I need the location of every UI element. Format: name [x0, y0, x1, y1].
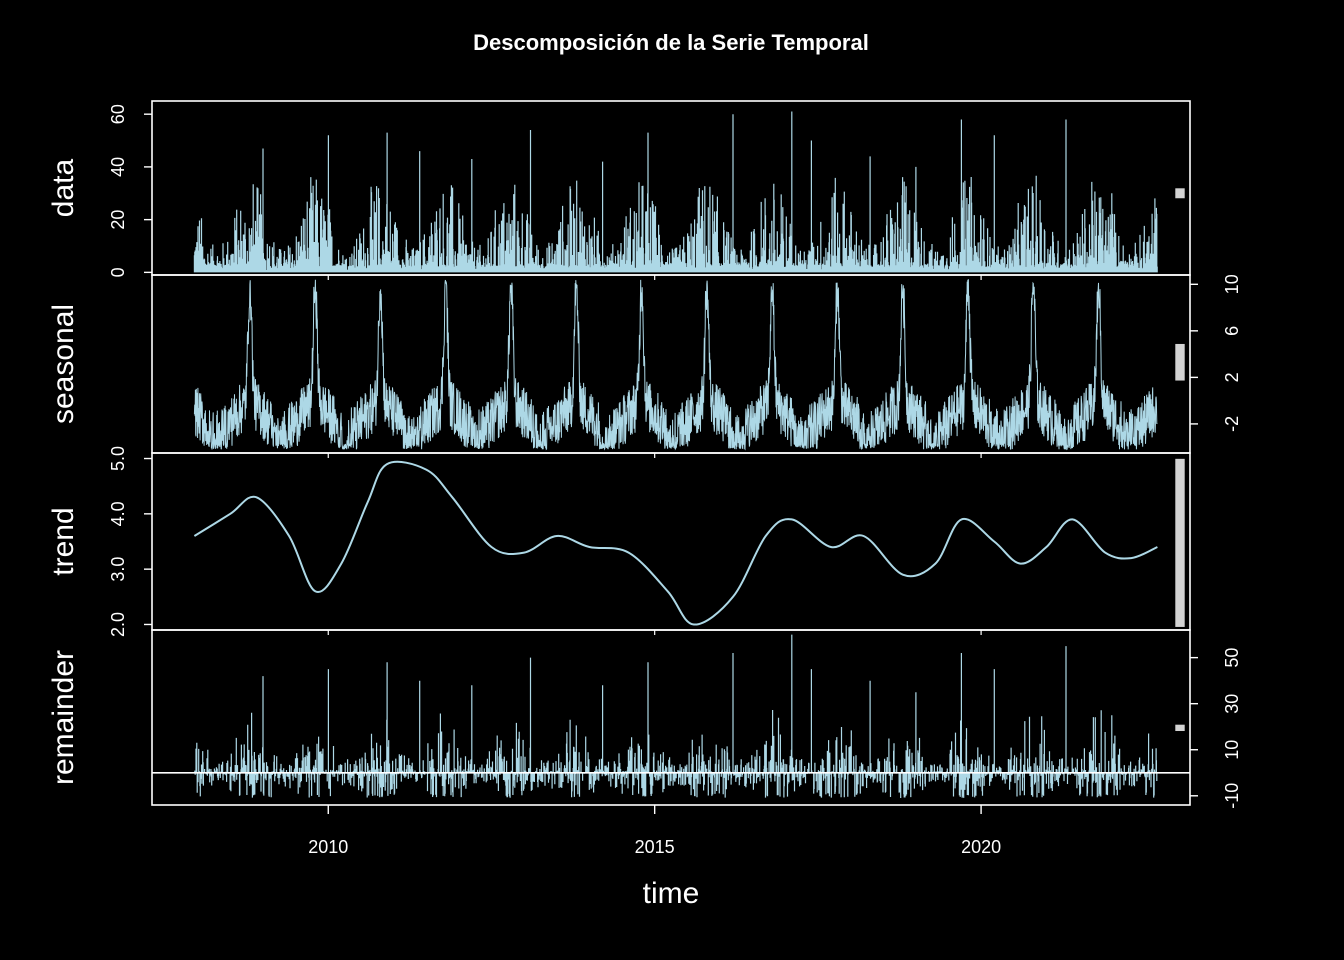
range-bar-seasonal [1174, 343, 1186, 382]
panel-remainder: -10 10 30 50 remainder [47, 629, 1242, 809]
series-seasonal [193, 279, 1158, 451]
y-tick-label-remainder: 30 [1222, 694, 1242, 714]
y-tick-label-trend: 3.0 [108, 557, 128, 582]
range-bar-remainder [1174, 724, 1186, 732]
panel-label-data: data [47, 158, 80, 217]
panels-group: 0 20 40 60 data -2 2 6 10 seasonal 2.0 3.0 4.0 5.0 tre… [47, 100, 1242, 809]
y-tick-label-remainder: -10 [1222, 783, 1242, 809]
y-tick-label-data: 60 [108, 104, 128, 124]
panel-label-trend: trend [47, 507, 80, 575]
y-tick-label-trend: 4.0 [108, 501, 128, 526]
x-axis-label: time [643, 877, 700, 910]
x-tick-label: 2015 [635, 837, 675, 857]
y-tick-label-data: 20 [108, 210, 128, 230]
x-tick-label: 2010 [308, 837, 348, 857]
y-tick-label-data: 40 [108, 157, 128, 177]
y-tick-label-seasonal: 10 [1222, 274, 1242, 294]
chart-title: Descomposición de la Serie Temporal [473, 30, 869, 55]
panel-label-seasonal: seasonal [47, 304, 80, 424]
y-tick-label-remainder: 50 [1222, 648, 1242, 668]
y-tick-label-seasonal: 2 [1222, 372, 1242, 382]
range-bar-data [1174, 187, 1186, 199]
y-tick-label-seasonal: -2 [1222, 416, 1242, 432]
y-tick-label-data: 0 [108, 267, 128, 277]
series-trend [193, 460, 1158, 626]
y-tick-label-seasonal: 6 [1222, 326, 1242, 336]
y-tick-label-remainder: 10 [1222, 740, 1242, 760]
panel-frame-remainder [151, 629, 1191, 806]
y-tick-label-trend: 2.0 [108, 612, 128, 637]
range-bar-trend [1174, 458, 1186, 628]
y-tick-label-trend: 5.0 [108, 446, 128, 471]
panel-trend: 2.0 3.0 4.0 5.0 trend [47, 446, 1191, 637]
panel-label-remainder: remainder [47, 650, 80, 785]
x-tick-label: 2020 [961, 837, 1001, 857]
series-data [193, 111, 1158, 273]
x-axis: 2010 2015 2020 [308, 275, 1001, 857]
panel-seasonal: -2 2 6 10 seasonal [47, 274, 1242, 454]
